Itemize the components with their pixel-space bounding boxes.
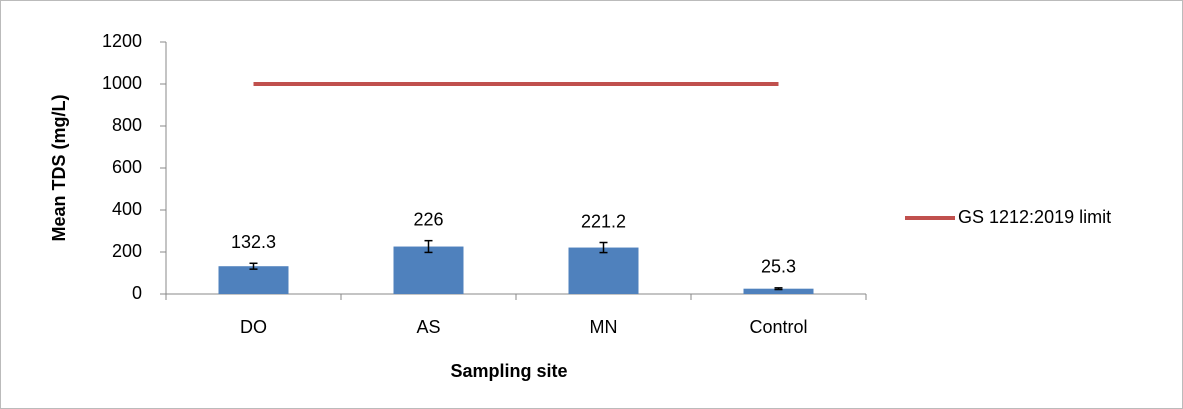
bar <box>743 288 814 294</box>
data-label: 25.3 <box>761 257 796 277</box>
bar <box>218 266 289 294</box>
y-tick-label: 200 <box>112 241 142 261</box>
y-tick-label: 400 <box>112 199 142 219</box>
error-bar <box>424 239 433 254</box>
data-label: 221.2 <box>581 211 626 231</box>
data-label: 132.3 <box>231 232 276 252</box>
y-axis-label: Mean TDS (mg/L) <box>49 94 69 241</box>
data-label: 226 <box>413 209 443 229</box>
y-tick-label: 1000 <box>102 73 142 93</box>
y-tick-label: 1200 <box>102 31 142 51</box>
y-tick-label: 0 <box>132 283 142 303</box>
x-axis-label: Sampling site <box>450 361 567 381</box>
error-bar <box>774 287 783 291</box>
x-tick-label: MN <box>590 317 618 337</box>
y-tick-label: 800 <box>112 115 142 135</box>
x-tick-label: AS <box>416 317 440 337</box>
x-tick-label: DO <box>240 317 267 337</box>
y-tick-label: 600 <box>112 157 142 177</box>
error-bar <box>249 262 258 270</box>
legend-label: GS 1212:2019 limit <box>958 207 1111 227</box>
bar <box>568 247 639 294</box>
x-tick-label: Control <box>749 317 807 337</box>
bar <box>393 246 464 294</box>
error-bar <box>599 241 608 254</box>
